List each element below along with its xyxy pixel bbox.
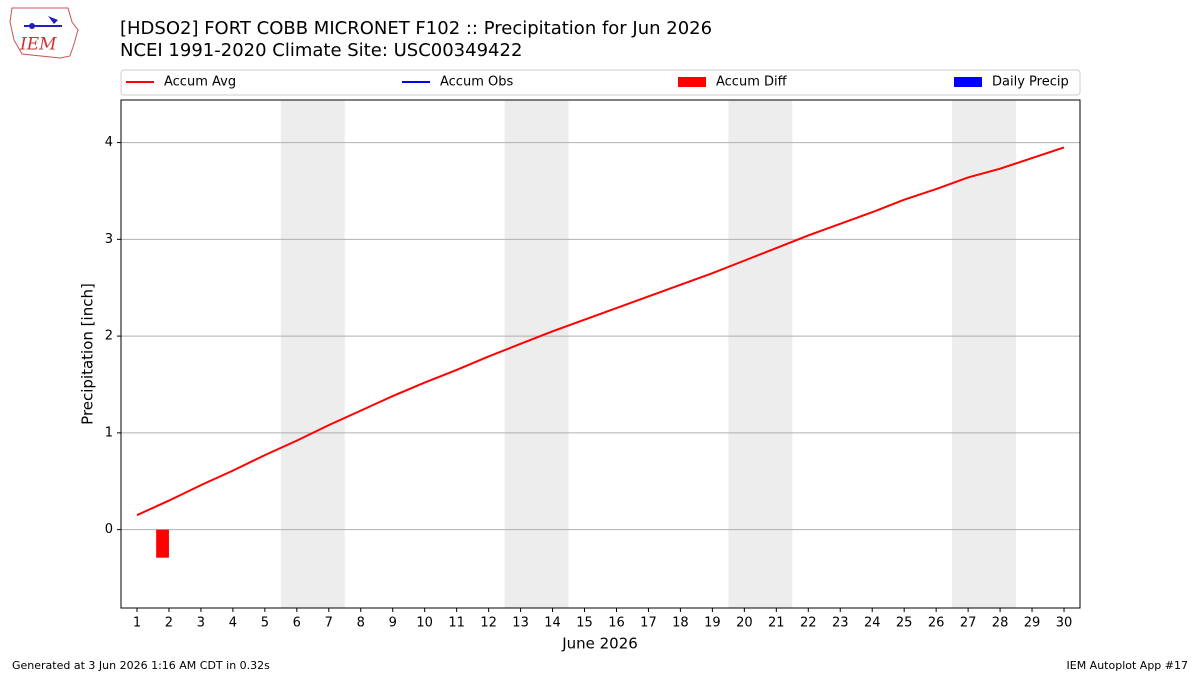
x-tick-label: 6: [293, 616, 301, 631]
plot-frame: [120, 99, 1081, 609]
x-tick-label: 30: [1056, 616, 1073, 631]
x-tick-label: 2: [165, 616, 173, 631]
x-tick-label: 4: [229, 616, 237, 631]
x-tick-label: 12: [480, 616, 497, 631]
x-tick-label: 19: [704, 616, 721, 631]
x-tick-label: 28: [992, 616, 1009, 631]
legend-swatch: [954, 77, 982, 87]
bar: [156, 529, 169, 558]
logo-text: IEM: [19, 35, 57, 55]
chart-title: [HDSO2] FORT COBB MICRONET F102 :: Preci…: [120, 18, 712, 39]
legend-label: Accum Obs: [440, 75, 513, 90]
x-tick-label: 13: [512, 616, 529, 631]
weekend-shade: [728, 100, 793, 608]
footer-left: Generated at 3 Jun 2026 1:16 AM CDT in 0…: [12, 659, 270, 672]
legend-label: Accum Avg: [164, 75, 236, 90]
x-tick-label: 23: [832, 616, 849, 631]
x-tick-label: 11: [448, 616, 465, 631]
x-tick-label: 9: [389, 616, 397, 631]
x-axis-label: June 2026: [561, 635, 638, 653]
x-tick-label: 1: [133, 616, 141, 631]
y-axis-label: Precipitation [inch]: [79, 283, 97, 425]
y-tick-label: 3: [105, 232, 113, 247]
x-tick-label: 25: [896, 616, 913, 631]
legend: [120, 69, 1081, 96]
legend-label: Daily Precip: [992, 75, 1069, 90]
x-tick-label: 27: [960, 616, 977, 631]
chart-subtitle: NCEI 1991-2020 Climate Site: USC00349422: [120, 40, 522, 61]
x-tick-label: 20: [736, 616, 753, 631]
y-tick-label: 0: [105, 522, 113, 537]
x-tick-label: 15: [576, 616, 593, 631]
footer-right: IEM Autoplot App #17: [1067, 659, 1189, 672]
logo: IEM: [9, 7, 79, 59]
x-tick-label: 22: [800, 616, 817, 631]
y-tick-label: 4: [105, 135, 113, 150]
weekend-shade: [280, 100, 345, 608]
legend-label: Accum Diff: [716, 75, 788, 90]
weekend-shade: [952, 100, 1017, 608]
x-tick-label: 24: [864, 616, 881, 631]
x-tick-label: 16: [608, 616, 625, 631]
y-tick-label: 2: [105, 329, 113, 344]
x-tick-label: 10: [416, 616, 433, 631]
x-tick-label: 21: [768, 616, 785, 631]
x-tick-label: 8: [357, 616, 365, 631]
x-tick-label: 29: [1024, 616, 1041, 631]
y-tick-label: 1: [105, 425, 113, 440]
x-tick-label: 18: [672, 616, 689, 631]
weekend-shade: [504, 100, 569, 608]
x-tick-label: 7: [325, 616, 333, 631]
x-tick-label: 3: [197, 616, 205, 631]
legend-swatch: [678, 77, 706, 87]
x-tick-label: 5: [261, 616, 269, 631]
x-tick-label: 17: [640, 616, 657, 631]
line: [136, 146, 1065, 517]
x-tick-label: 14: [544, 616, 561, 631]
x-tick-label: 26: [928, 616, 945, 631]
